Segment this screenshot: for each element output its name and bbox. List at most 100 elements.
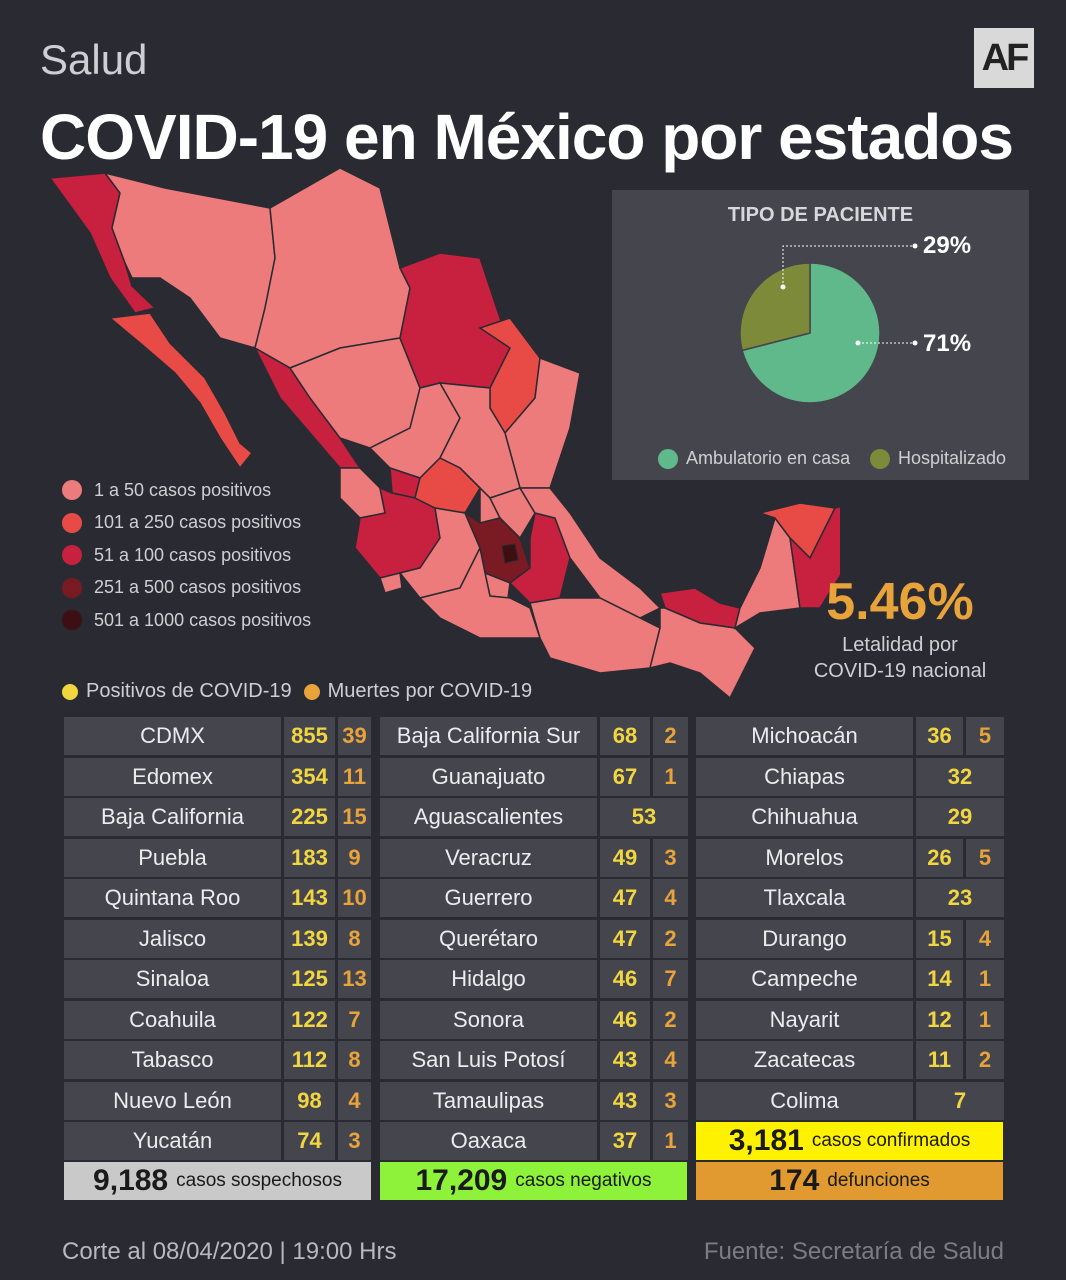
state-name: Baja California Sur xyxy=(380,717,597,755)
pct-end-ambulatorio xyxy=(912,340,918,346)
state-deaths: 5 xyxy=(966,717,1004,755)
state-name: Veracruz xyxy=(380,838,597,877)
legend-swatch xyxy=(658,448,678,469)
state-deaths: 15 xyxy=(338,798,371,836)
state-row: Veracruz 49 3 xyxy=(380,838,691,880)
legend-swatch xyxy=(62,480,82,501)
state-name: Tabasco xyxy=(64,1041,281,1079)
map-state-chihuahua[interactable] xyxy=(254,168,411,369)
state-positives: 74 xyxy=(284,1122,335,1160)
map-legend-item: 51 a 100 casos positivos xyxy=(62,539,311,572)
state-name: Baja California xyxy=(64,798,281,836)
state-positives: 855 xyxy=(284,717,335,755)
map-state-chiapas[interactable] xyxy=(648,607,756,700)
state-row: Hidalgo 46 7 xyxy=(380,960,691,1001)
suspected-label: casos sospechosos xyxy=(176,1170,342,1191)
state-positives: 68 xyxy=(600,717,650,755)
state-positives: 36 xyxy=(916,717,963,755)
map-state-hidalgo[interactable] xyxy=(488,487,536,540)
state-deaths: 10 xyxy=(338,879,371,917)
states-column-2: Baja California Sur 68 2 Guanajuato 67 1 Aguas… xyxy=(380,717,691,1163)
state-name: Durango xyxy=(696,919,913,958)
legend-swatch xyxy=(62,610,82,631)
map-state-guerrero[interactable] xyxy=(418,545,542,639)
state-positives: 32 xyxy=(916,757,1004,796)
pie-chart xyxy=(739,243,918,404)
state-positives: 14 xyxy=(916,960,963,998)
data-legend: Positivos de COVID-19 Muertes por COVID-… xyxy=(62,680,532,703)
state-row: Edomex 354 11 xyxy=(64,757,374,799)
pct-dot-hospitalizado xyxy=(780,284,786,290)
state-name: Sonora xyxy=(380,1000,597,1039)
map-state-baja-california-sur[interactable] xyxy=(108,312,254,470)
state-positives: 183 xyxy=(284,838,335,877)
pie-legend-hospitalizado: Hospitalizado xyxy=(870,448,1006,469)
state-row: Guerrero 47 4 xyxy=(380,879,691,920)
legend-label: Hospitalizado xyxy=(898,448,1007,468)
state-name: Yucatán xyxy=(64,1122,281,1160)
negative-label: casos negativos xyxy=(515,1170,652,1191)
confirmed-value: 3,181 xyxy=(728,1124,804,1157)
state-deaths: 1 xyxy=(966,1000,1004,1039)
state-deaths: 2 xyxy=(653,919,688,958)
state-row: Tamaulipas 43 3 xyxy=(380,1081,691,1123)
state-deaths: 3 xyxy=(338,1122,371,1160)
map-state-coahuila[interactable] xyxy=(398,252,511,389)
state-row: Michoacán 36 5 xyxy=(696,717,1007,758)
legend-swatch xyxy=(62,512,82,533)
state-deaths: 1 xyxy=(966,960,1004,998)
state-deaths: 8 xyxy=(338,919,371,958)
state-positives: 112 xyxy=(284,1041,335,1079)
state-name: Colima xyxy=(696,1081,913,1120)
lethality-value: 5.46% xyxy=(826,573,974,631)
map-state-nayarit[interactable] xyxy=(339,467,386,519)
state-name: Michoacán xyxy=(696,717,913,755)
states-column-3: Michoacán 36 5 Chiapas 32 Chihuahua 29 Morelos 2… xyxy=(696,717,1007,1122)
positives-dot xyxy=(62,683,78,700)
state-row: Chiapas 32 xyxy=(696,757,1007,799)
legend-label: 51 a 100 casos positivos xyxy=(94,544,292,565)
state-deaths: 11 xyxy=(338,757,371,796)
state-positives: 67 xyxy=(600,757,650,796)
deaths-label: defunciones xyxy=(827,1170,930,1191)
state-row: Coahuila 122 7 xyxy=(64,1000,374,1042)
state-positives: 354 xyxy=(284,757,335,796)
state-name: Campeche xyxy=(696,960,913,998)
state-positives: 29 xyxy=(916,798,1004,836)
state-deaths: 4 xyxy=(966,919,1004,958)
state-positives: 15 xyxy=(916,919,963,958)
state-name: Chiapas xyxy=(696,757,913,796)
state-deaths: 1 xyxy=(653,1122,688,1160)
state-positives: 37 xyxy=(600,1122,650,1160)
map-state-quintana-roo[interactable] xyxy=(788,503,840,609)
pct-label-hospitalizado: 29% xyxy=(923,232,972,259)
state-row: Puebla 183 9 xyxy=(64,838,374,880)
map-state-veracruz[interactable] xyxy=(518,487,662,619)
state-row: Colima 7 xyxy=(696,1081,1007,1123)
section-label: Salud xyxy=(40,36,148,83)
state-deaths: 4 xyxy=(653,1041,688,1079)
state-name: Oaxaca xyxy=(380,1122,597,1160)
state-positives: 12 xyxy=(916,1000,963,1039)
pie-slice-ambulatorio xyxy=(741,262,881,404)
state-row: Querétaro 47 2 xyxy=(380,919,691,961)
state-positives: 26 xyxy=(916,838,963,877)
state-name: CDMX xyxy=(64,717,281,755)
state-row: CDMX 855 39 xyxy=(64,717,374,758)
state-positives: 47 xyxy=(600,879,650,917)
state-row: Tabasco 112 8 xyxy=(64,1041,374,1082)
state-name: Sinaloa xyxy=(64,960,281,998)
state-name: Tamaulipas xyxy=(380,1081,597,1120)
map-state-cdmx[interactable] xyxy=(501,543,519,564)
map-state-colima[interactable] xyxy=(379,572,403,594)
state-deaths: 2 xyxy=(653,1000,688,1039)
state-name: Morelos xyxy=(696,838,913,877)
state-positives: 23 xyxy=(916,879,1004,917)
state-deaths: 8 xyxy=(338,1041,371,1079)
state-name: Jalisco xyxy=(64,919,281,958)
state-deaths: 3 xyxy=(653,1081,688,1120)
state-deaths: 5 xyxy=(966,838,1004,877)
state-row: Zacatecas 11 2 xyxy=(696,1041,1007,1082)
legend-swatch xyxy=(870,448,890,469)
source-credit: Fuente: Secretaría de Salud xyxy=(703,1238,1004,1265)
